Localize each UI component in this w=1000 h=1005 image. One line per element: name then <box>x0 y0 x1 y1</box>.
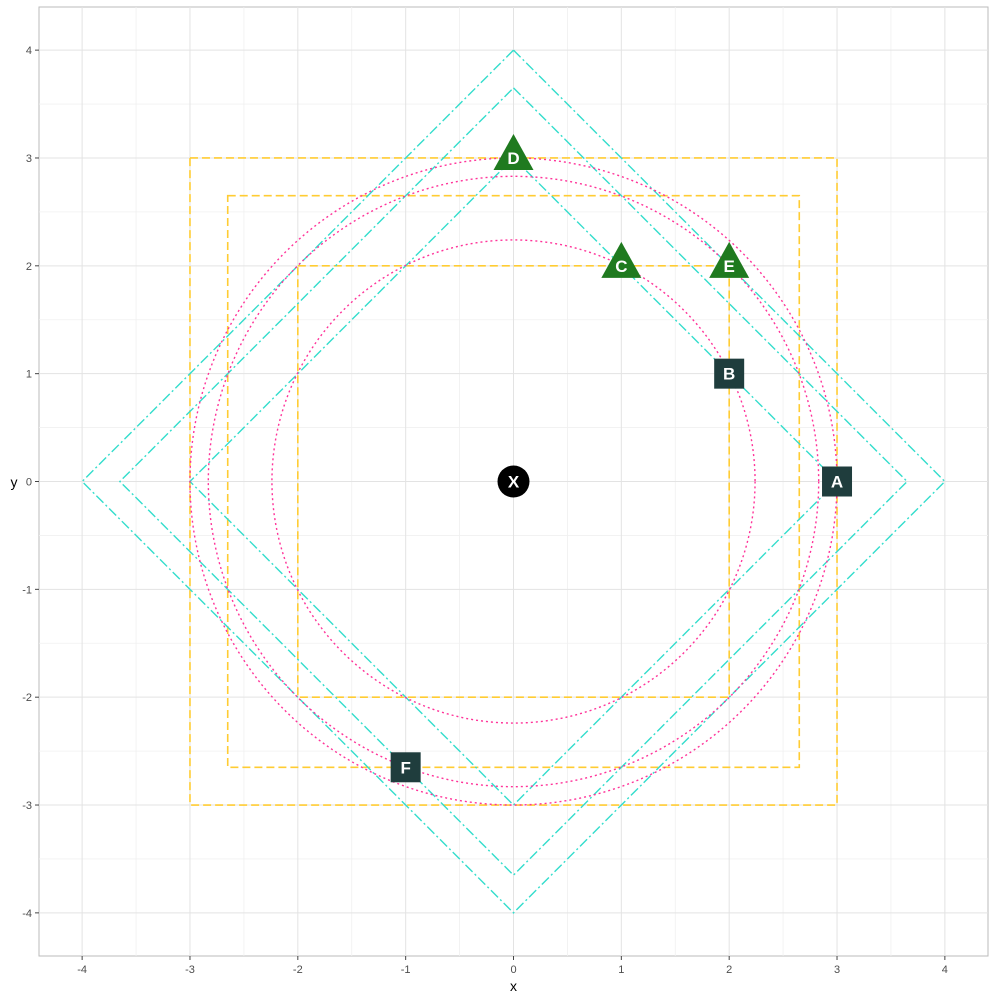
point-square-B <box>714 358 745 389</box>
point-square-F <box>390 752 421 783</box>
point-label-A: A <box>831 473 843 492</box>
x-tick-label: -4 <box>77 964 87 976</box>
x-tick-label: 4 <box>942 964 948 976</box>
x-tick-label: 0 <box>510 964 516 976</box>
y-axis-label: y <box>11 474 18 490</box>
point-triangle-E <box>709 241 750 278</box>
point-label-X: X <box>508 473 520 492</box>
y-tick-label: -3 <box>22 800 32 812</box>
y-tick-label: 1 <box>26 369 32 381</box>
y-tick-label: 2 <box>26 261 32 273</box>
y-tick-label: -4 <box>22 908 32 920</box>
point-triangle-C <box>601 241 642 278</box>
point-circle-X <box>497 465 530 498</box>
point-label-F: F <box>400 758 410 777</box>
dotted-circle <box>207 175 820 788</box>
y-tick-label: 0 <box>26 477 32 489</box>
y-tick-label: 3 <box>26 153 32 165</box>
x-tick-label: -3 <box>185 964 195 976</box>
axes: -4 -3 -2 -1 0 1 2 3 4 -4 -3 -2 -1 0 1 2 3 4 <box>22 45 948 976</box>
point-label-D: D <box>507 149 519 168</box>
x-tick-label: 1 <box>618 964 624 976</box>
x-tick-label: -1 <box>401 964 411 976</box>
point-square-A <box>822 466 853 497</box>
dotted-circle <box>271 239 756 724</box>
points: X A B C D E F <box>390 133 853 783</box>
dashdot-diamond <box>118 86 909 877</box>
x-axis-label: x <box>510 978 517 994</box>
x-tick-label: 3 <box>834 964 840 976</box>
x-tick-label: -2 <box>293 964 303 976</box>
point-label-E: E <box>724 257 735 276</box>
y-tick-label: -2 <box>22 692 32 704</box>
y-tick-label: -1 <box>22 584 32 596</box>
dashdot-diamond <box>81 49 946 914</box>
x-tick-label: 2 <box>726 964 732 976</box>
point-label-C: C <box>615 257 627 276</box>
dashed-square <box>226 194 801 769</box>
point-triangle-D <box>493 133 534 170</box>
point-label-B: B <box>723 365 735 384</box>
y-tick-label: 4 <box>26 45 32 57</box>
